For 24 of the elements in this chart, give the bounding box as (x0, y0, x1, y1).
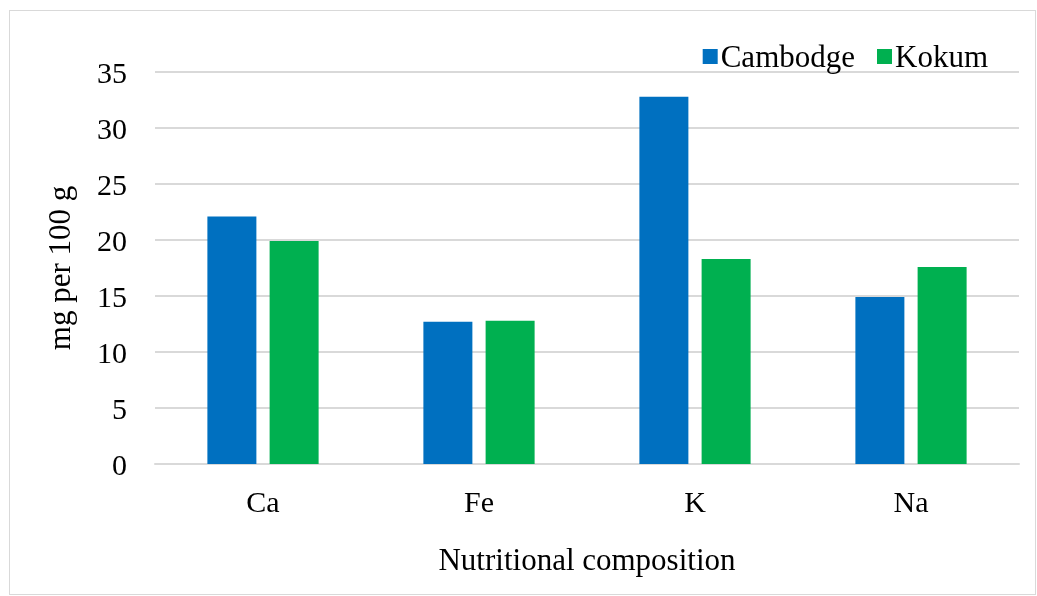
x-tick-label: Fe (464, 484, 494, 518)
legend-label: Cambodge (720, 39, 855, 74)
y-tick-label: 25 (97, 167, 127, 201)
x-tick-label: Ca (246, 484, 280, 518)
x-tick-label: Na (893, 484, 929, 518)
bar (639, 96, 689, 464)
y-tick-label: 5 (112, 391, 127, 425)
y-tick-label: 15 (97, 279, 127, 313)
x-axis-title: Nutritional composition (438, 542, 737, 577)
bar (423, 321, 473, 464)
y-tick-label: 0 (112, 447, 127, 481)
legend-label: Kokum (895, 39, 988, 74)
bar (269, 241, 319, 464)
y-tick-label: 10 (97, 335, 127, 369)
y-axis-title: mg per 100 g (42, 185, 77, 351)
bar (701, 259, 751, 464)
y-tick-label: 30 (97, 111, 127, 145)
y-tick-label: 35 (97, 55, 127, 89)
y-tick-label: 20 (97, 223, 127, 257)
bar (207, 216, 257, 464)
bar (485, 320, 535, 464)
x-tick-label: K (684, 484, 707, 518)
bar (917, 266, 967, 464)
bar (855, 297, 905, 464)
